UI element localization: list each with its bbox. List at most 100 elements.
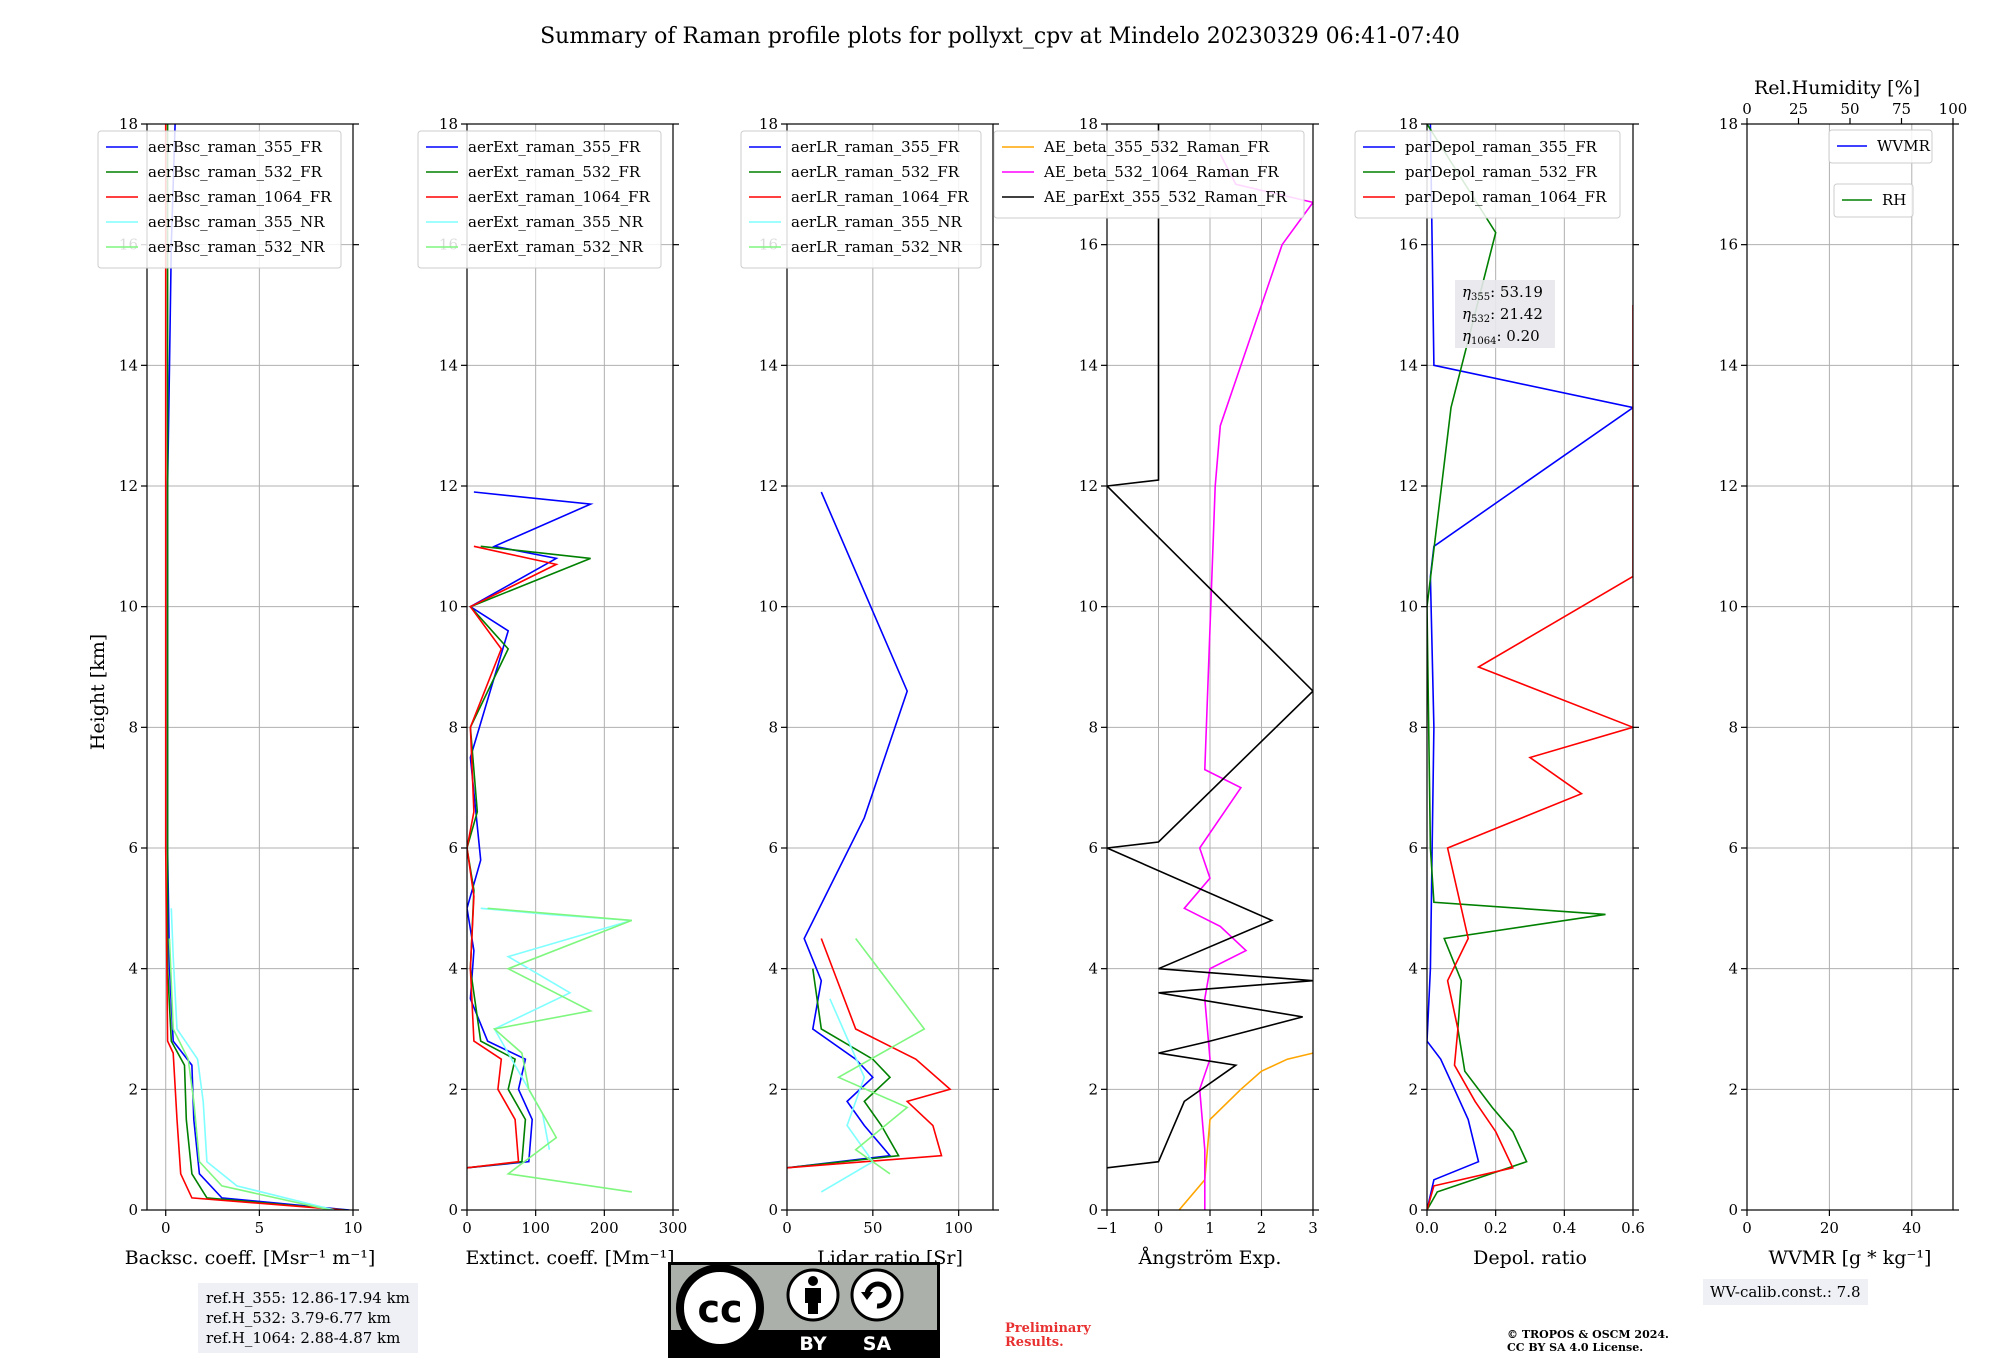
sa-icon [850, 1268, 904, 1322]
legend: aerLR_raman_355_FR aerLR_raman_532_FR aerL… [740, 130, 982, 269]
y-tick-label: 18 [1399, 115, 1418, 133]
y-tick-label: 18 [439, 115, 458, 133]
series-line-3 [164, 124, 344, 1210]
y-tick-label: 8 [768, 718, 778, 736]
x-tick-label: 0 [1742, 1219, 1752, 1237]
x-tick-label: 2 [1257, 1219, 1267, 1237]
y-tick-label: 4 [768, 960, 778, 978]
axes-frame [146, 123, 354, 1211]
series-line-3 [1427, 305, 1633, 1210]
rh-axis-label: Rel.Humidity [%] [1754, 77, 1920, 99]
x-tick-label: 0 [782, 1219, 792, 1237]
series-line-1 [467, 491, 594, 1169]
axes-frame [466, 123, 674, 1211]
y-tick-label: 10 [1399, 598, 1418, 616]
y-tick-label: 14 [759, 356, 778, 374]
y-tick-label: 12 [1399, 477, 1418, 495]
panel-2: 0246810121416180100200300Extinct. coeff.… [417, 115, 687, 1269]
panel-5: 0 2 4 6 8 10 12 14 16 18 0.0 0.2 0.4 0.6 Depol. ratio p… [1354, 115, 1645, 1269]
eta-355: η355: 53.19 [1462, 283, 1543, 303]
legend-label: aerLR_raman_532_NR [791, 238, 962, 256]
copyright-line-2: CC BY SA 4.0 License. [1507, 1341, 1644, 1354]
series-line-3 [787, 938, 952, 1169]
y-tick-label: 6 [768, 839, 778, 857]
y-axis-label: Height [km] [87, 634, 109, 750]
y-tick-label: 2 [768, 1080, 778, 1098]
y-tick-label: 12 [1079, 477, 1098, 495]
y-tick-label: 0 [1408, 1201, 1418, 1219]
x-tick-label: 5 [255, 1219, 265, 1237]
series-line-5 [836, 938, 926, 1175]
figure-title: Summary of Raman profile plots for polly… [540, 24, 1460, 49]
series-group [1427, 124, 1633, 1210]
top-tick-label: 100 [1939, 100, 1968, 118]
legend-label: RH [1882, 191, 1906, 209]
y-tick-label: 12 [1719, 477, 1738, 495]
x-tick-label: 40 [1902, 1219, 1921, 1237]
legend-label: AE_beta_355_532_Raman_FR [1043, 138, 1270, 156]
x-tick-label: 10 [343, 1219, 362, 1237]
y-tick-label: 6 [1728, 839, 1738, 857]
y-tick-label: 18 [759, 115, 778, 133]
y-tick-label: 2 [1088, 1080, 1098, 1098]
y-tick-label: 18 [1079, 115, 1098, 133]
y-tick-label: 14 [119, 356, 138, 374]
legend-label: parDepol_raman_1064_FR [1405, 188, 1607, 206]
x-tick-label: 3 [1308, 1219, 1318, 1237]
legend: WVMR RH [1828, 129, 1933, 218]
eta-1064: η1064: 0.20 [1462, 327, 1540, 347]
legend-label: AE_beta_532_1064_Raman_FR [1043, 163, 1279, 181]
legend-label: aerLR_raman_532_FR [791, 163, 960, 181]
series-line-5 [487, 907, 633, 1193]
series-group [164, 124, 350, 1210]
y-tick-label: 4 [1088, 960, 1098, 978]
wv-calib-box: WV-calib.const.: 7.8 [1703, 1279, 1868, 1305]
series-line-2 [467, 545, 591, 1169]
x-axis-label: Depol. ratio [1473, 1247, 1587, 1269]
top-tick-label: 25 [1789, 100, 1808, 118]
x-axis-label: Backsc. coeff. [Msr⁻¹ m⁻¹] [125, 1247, 376, 1269]
y-tick-label: 6 [1408, 839, 1418, 857]
svg-text:cc: cc [697, 1287, 742, 1331]
y-tick-label: 4 [448, 960, 458, 978]
panel-3: 024681012141618050100Lidar ratio [Sr]aer… [740, 115, 999, 1269]
series-line-4 [820, 998, 874, 1193]
y-tick-label: 4 [128, 960, 138, 978]
legend-frame-wvmr [1828, 129, 1933, 164]
legend-frame [97, 130, 342, 269]
legend-label: aerLR_raman_355_NR [791, 213, 962, 231]
copyright-line-1: © TROPOS & OSCM 2024. [1507, 1328, 1669, 1341]
series-line-2 [1183, 153, 1313, 1210]
y-tick-label: 6 [128, 839, 138, 857]
series-line-1 [1178, 1052, 1313, 1210]
ref-height-532: ref.H_532: 3.79-6.77 km [206, 1309, 391, 1327]
preliminary-note: Preliminary Results. [1005, 1322, 1091, 1350]
legend-frame-rh [1833, 183, 1914, 218]
y-tick-label: 0 [128, 1201, 138, 1219]
x-axis-label: WVMR [g * kg⁻¹] [1769, 1247, 1932, 1269]
legend-label: parDepol_raman_532_FR [1405, 163, 1598, 181]
x-tick-label: 0.4 [1552, 1219, 1576, 1237]
legend: aerBsc_raman_355_FR aerBsc_raman_532_FRae… [97, 130, 342, 269]
eta-532: η532: 21.42 [1462, 305, 1543, 325]
y-tick-label: 6 [448, 839, 458, 857]
y-tick-label: 2 [448, 1080, 458, 1098]
series-line-2 [1427, 124, 1606, 1210]
y-tick-label: 4 [1728, 960, 1738, 978]
top-tick-label: 75 [1892, 100, 1911, 118]
cc-icon [676, 1264, 764, 1352]
series-line-1 [166, 124, 350, 1210]
legend-label: AE_parExt_355_532_Raman_FR [1043, 188, 1288, 206]
panel-1: 0246810121416180510Backsc. coeff. [Msr⁻¹… [97, 115, 376, 1269]
series-group [787, 491, 952, 1193]
y-tick-label: 8 [1408, 718, 1418, 736]
y-tick-label: 12 [439, 477, 458, 495]
y-tick-label: 0 [1728, 1201, 1738, 1219]
legend-frame [417, 130, 662, 269]
legend-label: aerLR_raman_355_FR [791, 138, 960, 156]
legend-label: aerBsc_raman_355_FR [148, 138, 323, 156]
legend-label: aerExt_raman_355_NR [468, 213, 644, 231]
y-tick-label: 10 [119, 598, 138, 616]
